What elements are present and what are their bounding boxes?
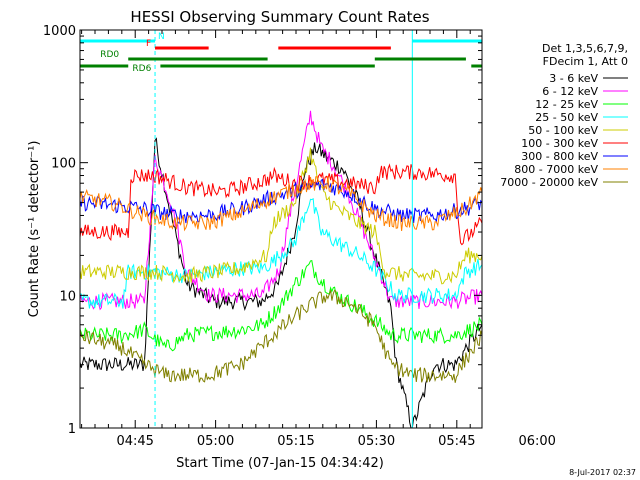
legend-label-7000-20000-kev: 7000 - 20000 keV	[500, 176, 598, 189]
series-line-6-12-kev	[79, 110, 483, 311]
state-bar-label-rd6: RD6	[132, 64, 151, 74]
x-tick-label: 05:45	[438, 434, 475, 449]
legend-label-300-800-kev: 300 - 800 keV	[521, 150, 598, 163]
legend-label-50-100-kev: 50 - 100 keV	[528, 124, 598, 137]
x-tick-label: 05:00	[197, 434, 234, 449]
state-bar-label-f: F	[146, 39, 151, 49]
legend-label-25-50-kev: 25 - 50 keV	[535, 111, 598, 124]
series-line-800-7000-kev	[79, 176, 483, 232]
x-tick-label: 05:15	[277, 434, 314, 449]
series-line-7000-20000-kev	[79, 289, 483, 383]
legend-label-12-25-kev: 12 - 25 keV	[535, 98, 598, 111]
x-tick-label: 06:00	[518, 434, 555, 449]
legend: Det 1,3,5,6,7,9,FDecim 1, Att 0 3 - 6 keV…	[500, 42, 628, 189]
plot-frame	[79, 29, 483, 429]
chart-title: HESSI Observing Summary Count Rates	[130, 8, 429, 26]
x-axis-label: Start Time (07-Jan-15 04:34:42)	[176, 456, 384, 471]
x-axis-ticks: 04:45 05:00 05:15 05:30 05:45 06:00	[81, 30, 556, 449]
series-line-300-800-kev	[79, 178, 483, 224]
y-tick-label: 10	[59, 289, 76, 304]
y-tick-label: 1	[68, 422, 76, 437]
state-bars: NF RD0 RD6	[80, 32, 482, 74]
x-tick-label: 05:30	[358, 434, 395, 449]
y-axis-label: Count Rate (s⁻¹ detector⁻¹)	[27, 141, 42, 318]
legend-label-6-12-kev: 6 - 12 keV	[542, 85, 598, 98]
state-bar-label-n: N	[158, 32, 165, 42]
y-tick-label: 100	[51, 157, 76, 172]
legend-header: FDecim 1, Att 0	[543, 55, 628, 68]
legend-label-800-7000-kev: 800 - 7000 keV	[514, 163, 598, 176]
y-axis-ticks: 1 10 100 1000	[43, 24, 482, 437]
series-line-100-300-kev	[79, 163, 483, 246]
series-line-12-25-kev	[79, 259, 483, 352]
state-bar-label-rd0: RD0	[100, 50, 119, 60]
x-tick-label: 04:45	[116, 434, 153, 449]
series-line-50-100-kev	[79, 147, 483, 285]
legend-header: Det 1,3,5,6,7,9,	[542, 42, 628, 55]
legend-label-100-300-kev: 100 - 300 keV	[521, 137, 598, 150]
date-stamp: 8-Jul-2017 02:37	[569, 468, 636, 477]
y-tick-label: 1000	[43, 24, 76, 39]
series-line-3-6-kev	[79, 137, 483, 429]
legend-label-3-6-kev: 3 - 6 keV	[549, 72, 598, 85]
